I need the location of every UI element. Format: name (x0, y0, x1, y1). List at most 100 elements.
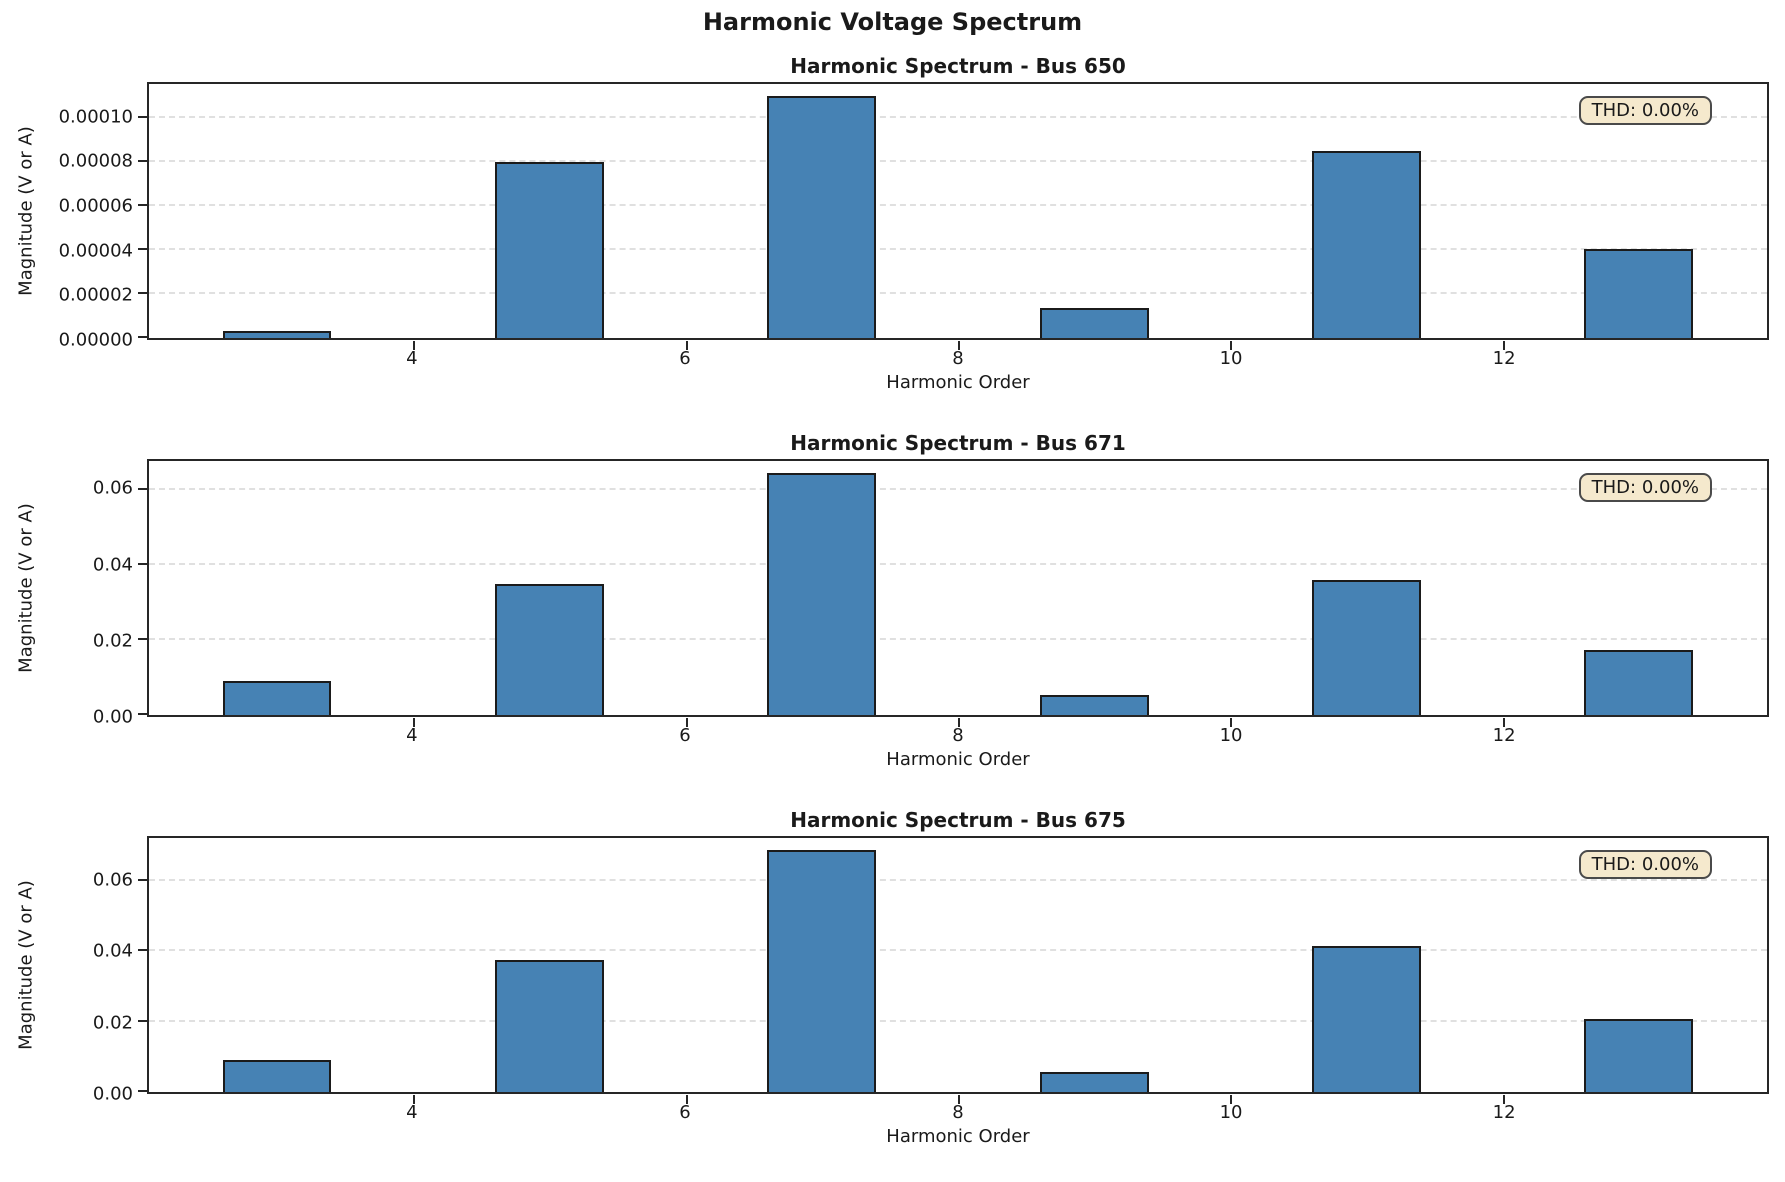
x-tick-label: 4 (406, 348, 418, 369)
y-tick-mark (138, 116, 147, 119)
subplot-title: Harmonic Spectrum - Bus 675 (790, 808, 1126, 832)
y-tick-label: 0.06 (92, 869, 133, 891)
x-tick-label: 6 (679, 1102, 691, 1123)
x-tick-label: 8 (952, 725, 964, 746)
y-tick-mark (138, 292, 147, 295)
gridline (149, 562, 1767, 565)
figure-title: Harmonic Voltage Spectrum (702, 8, 1083, 36)
y-tick-mark (138, 713, 147, 715)
y-tick-label: 0.06 (92, 477, 133, 499)
y-tick-mark (138, 336, 147, 338)
y-axis-gutter: Magnitude (V or A) 0.00 0.02 0.04 0.06 (0, 459, 147, 728)
plot-area: THD: 0.00% (138, 82, 1769, 350)
x-tick-label: 10 (1219, 725, 1243, 746)
x-tick-mark (685, 341, 688, 350)
y-tick-label: 0.00006 (58, 195, 133, 217)
y-tick-label: 0.00 (92, 1083, 133, 1105)
x-tick-mark (1502, 341, 1505, 350)
x-tick-mark (1230, 1095, 1233, 1104)
bar-harmonic-13 (1584, 1019, 1694, 1092)
gridline (149, 160, 1767, 163)
y-tick-label: 0.00008 (58, 150, 133, 172)
y-tick-label: 0.00004 (58, 240, 133, 262)
y-tick-mark (138, 1019, 147, 1022)
y-tick-mark (138, 562, 147, 565)
bar-harmonic-7 (767, 849, 877, 1092)
thd-annotation: THD: 0.00% (1578, 473, 1712, 502)
x-tick-mark (413, 1095, 416, 1104)
subplot-bus-675: Harmonic Spectrum - Bus 675 Magnitude (V… (0, 802, 1785, 1179)
bar-harmonic-3 (222, 330, 332, 338)
x-axis-label: Harmonic Order (886, 1126, 1030, 1147)
x-tick-label: 4 (406, 1102, 418, 1123)
y-tick-mark (138, 487, 147, 490)
x-tick-mark (1502, 718, 1505, 727)
y-axis-label: Magnitude (V or A) (15, 503, 37, 673)
x-tick-labels: 4 6 8 10 12 (147, 340, 1769, 372)
y-tick-label: 0.00000 (58, 329, 133, 351)
gridline (149, 487, 1767, 490)
y-tick-label: 0.00010 (58, 106, 133, 128)
x-tick-label: 6 (679, 348, 691, 369)
x-tick-label: 12 (1492, 725, 1516, 746)
y-axis-label: Magnitude (V or A) (15, 126, 37, 296)
gridline (149, 116, 1767, 119)
bar-harmonic-11 (1312, 946, 1422, 1092)
gridline (149, 204, 1767, 207)
gridline (149, 292, 1767, 295)
gridline (149, 878, 1767, 881)
y-tick-label: 0.04 (92, 940, 133, 962)
x-axis-label: Harmonic Order (886, 372, 1030, 393)
y-axis-label: Magnitude (V or A) (15, 880, 37, 1050)
bar-harmonic-11 (1312, 579, 1422, 715)
y-tick-mark (138, 637, 147, 640)
x-tick-mark (1502, 1095, 1505, 1104)
x-tick-label: 10 (1219, 348, 1243, 369)
gridline (149, 949, 1767, 952)
bar-harmonic-9 (1039, 695, 1149, 715)
bar-harmonic-3 (222, 681, 332, 715)
x-tick-mark (958, 1095, 960, 1104)
x-tick-mark (1230, 341, 1233, 350)
y-tick-label: 0.00002 (58, 284, 133, 306)
x-axis-label: Harmonic Order (886, 749, 1030, 770)
x-tick-label: 6 (679, 725, 691, 746)
y-tick-label: 0.00 (92, 706, 133, 728)
x-tick-mark (685, 1095, 688, 1104)
bar-harmonic-11 (1312, 151, 1422, 338)
bar-harmonic-5 (494, 162, 604, 338)
y-axis-gutter: Magnitude (V or A) 0.00000 0.00002 0.00004… (0, 82, 147, 350)
gridline (149, 248, 1767, 251)
x-tick-label: 8 (952, 1102, 964, 1123)
x-tick-label: 12 (1492, 348, 1516, 369)
bar-harmonic-9 (1039, 308, 1149, 338)
plot-row: Magnitude (V or A) 0.00000 0.00002 0.00004… (0, 82, 1785, 351)
bar-harmonic-9 (1039, 1071, 1149, 1092)
y-axis-gutter: Magnitude (V or A) 0.00 0.02 0.04 0.06 (0, 836, 147, 1104)
bar-harmonic-3 (222, 1060, 332, 1092)
subplot-bus-650: Harmonic Spectrum - Bus 650 Magnitude (V… (0, 48, 1785, 425)
x-tick-mark (413, 341, 416, 350)
x-tick-label: 8 (952, 348, 964, 369)
plot-row: Magnitude (V or A) 0.00 0.02 0.04 0.06 THD:… (0, 836, 1785, 1105)
thd-annotation: THD: 0.00% (1578, 850, 1712, 879)
gridline (149, 1019, 1767, 1022)
thd-annotation: THD: 0.00% (1578, 96, 1712, 125)
y-tick-mark (138, 878, 147, 881)
x-tick-labels: 4 6 8 10 12 (147, 1094, 1769, 1126)
y-tick-label: 0.02 (92, 630, 133, 652)
x-tick-mark (958, 718, 960, 727)
y-tick-mark (138, 1090, 147, 1092)
y-tick-mark (138, 204, 147, 207)
x-tick-labels: 4 6 8 10 12 (147, 717, 1769, 749)
bar-harmonic-13 (1584, 650, 1694, 715)
y-tick-mark (138, 248, 147, 251)
plot-area: THD: 0.00% (138, 836, 1769, 1104)
subplot-bus-671: Harmonic Spectrum - Bus 671 Magnitude (V… (0, 425, 1785, 802)
x-tick-mark (685, 718, 688, 727)
x-tick-label: 12 (1492, 1102, 1516, 1123)
y-tick-mark (138, 949, 147, 952)
y-tick-mark (138, 160, 147, 163)
bar-harmonic-7 (767, 96, 877, 338)
